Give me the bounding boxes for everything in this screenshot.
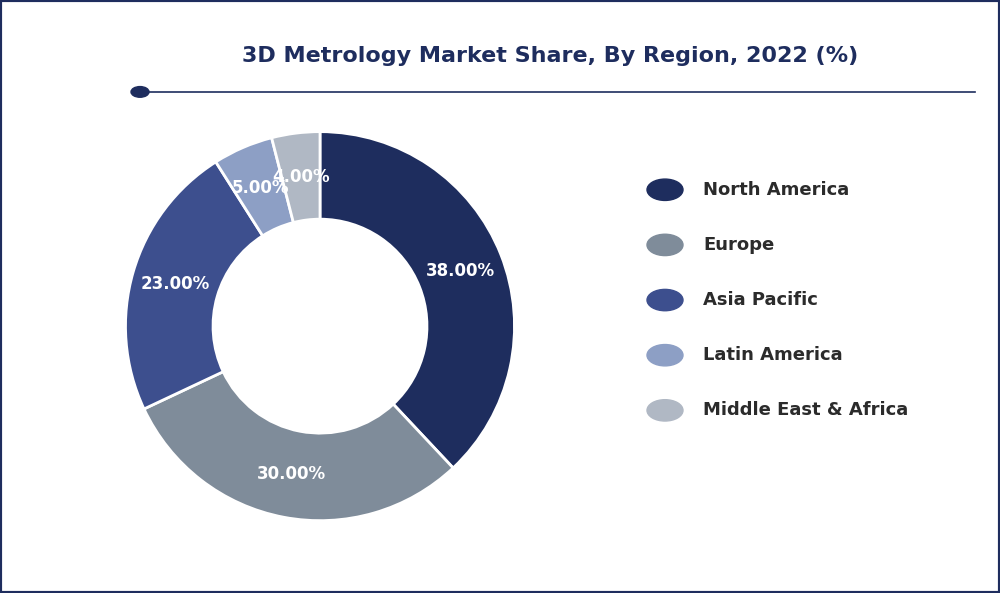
- Text: Latin America: Latin America: [703, 346, 843, 364]
- Text: North America: North America: [703, 181, 849, 199]
- Text: 4.00%: 4.00%: [272, 168, 330, 186]
- Text: Asia Pacific: Asia Pacific: [703, 291, 818, 309]
- Wedge shape: [125, 162, 263, 409]
- Text: 23.00%: 23.00%: [141, 275, 210, 293]
- Text: 38.00%: 38.00%: [426, 262, 495, 280]
- Text: Europe: Europe: [703, 236, 774, 254]
- Text: Middle East & Africa: Middle East & Africa: [703, 401, 908, 419]
- Text: 3D Metrology Market Share, By Region, 2022 (%): 3D Metrology Market Share, By Region, 20…: [242, 46, 858, 66]
- Text: 5.00%: 5.00%: [231, 179, 289, 197]
- Text: RESEARCH: RESEARCH: [34, 91, 105, 104]
- Wedge shape: [320, 132, 515, 468]
- Wedge shape: [144, 372, 453, 521]
- Wedge shape: [216, 138, 293, 236]
- Text: 30.00%: 30.00%: [257, 466, 326, 483]
- Wedge shape: [272, 132, 320, 222]
- Text: PRECEDENCE: PRECEDENCE: [26, 59, 113, 72]
